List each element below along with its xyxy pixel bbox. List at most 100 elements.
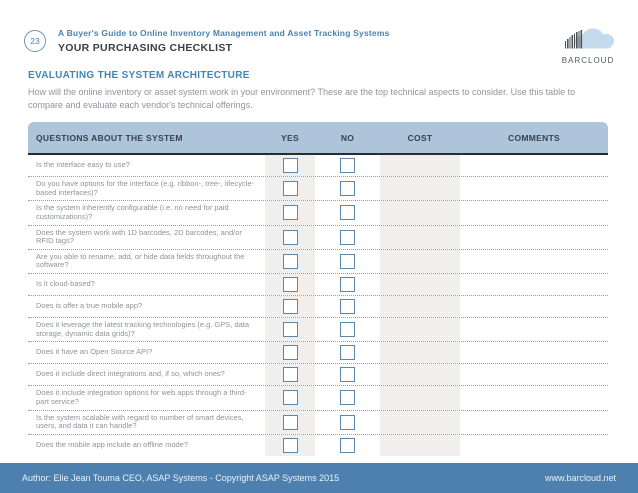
no-checkbox[interactable]: [340, 277, 355, 292]
question-text: Do you have options for the interface (e…: [36, 179, 255, 197]
no-checkbox[interactable]: [340, 229, 355, 245]
question-text: Does the mobile app include an offline m…: [36, 439, 189, 449]
cost-cell[interactable]: [380, 434, 460, 456]
yes-checkbox[interactable]: [282, 158, 298, 173]
question-text: Does it have an Open Source API?: [36, 347, 153, 357]
yes-checkbox[interactable]: [282, 322, 298, 338]
comments-cell[interactable]: [460, 177, 608, 200]
question-text: Is the interface easy to use?: [36, 160, 130, 170]
table-row: Is the interface easy to use?: [28, 155, 608, 177]
yes-checkbox[interactable]: [282, 390, 298, 406]
footer-author: Author: Elie Jean Touma CEO, ASAP System…: [22, 473, 340, 483]
header-yes: YES: [281, 132, 299, 143]
yes-checkbox[interactable]: [282, 299, 298, 314]
cost-cell[interactable]: [380, 155, 460, 176]
no-checkbox[interactable]: [340, 390, 355, 406]
comments-cell[interactable]: [460, 274, 608, 295]
question-text: Does it include direct integrations and,…: [36, 369, 225, 379]
comments-cell[interactable]: [460, 155, 608, 176]
table-row: Does it include direct integrations and,…: [28, 364, 608, 387]
checklist-table: QUESTIONS ABOUT THE SYSTEM YES NO COST C…: [28, 122, 608, 456]
cost-cell[interactable]: [380, 274, 460, 295]
comments-cell[interactable]: [460, 250, 608, 273]
comments-cell[interactable]: [460, 226, 608, 249]
no-checkbox[interactable]: [340, 181, 355, 197]
no-checkbox[interactable]: [340, 299, 355, 314]
cost-cell[interactable]: [380, 342, 460, 364]
table-row: Does it leverage the latest tracking tec…: [28, 318, 608, 343]
cost-cell[interactable]: [380, 296, 460, 317]
cost-cell[interactable]: [380, 364, 460, 386]
yes-checkbox[interactable]: [282, 181, 298, 197]
comments-cell[interactable]: [460, 296, 608, 317]
table-row: Is the system scalable with regard to nu…: [28, 410, 608, 435]
comments-cell[interactable]: [460, 201, 608, 224]
question-text: Are you able to rename, add, or hide dat…: [36, 251, 245, 270]
cost-cell[interactable]: [380, 410, 460, 434]
header-cost: COST: [407, 132, 433, 143]
question-text: Does is offer a true mobile app?: [36, 301, 143, 311]
page-number-badge: 23: [24, 30, 46, 52]
table-row: Do you have options for the interface (e…: [28, 177, 608, 202]
cost-cell[interactable]: [380, 177, 460, 201]
yes-checkbox[interactable]: [282, 437, 298, 453]
barcloud-logo: BARCLOUD: [558, 26, 618, 65]
header-questions: QUESTIONS ABOUT THE SYSTEM: [36, 132, 183, 143]
page-title: YOUR PURCHASING CHECKLIST: [58, 42, 233, 54]
cost-cell[interactable]: [380, 318, 460, 342]
header-comments: COMMENTS: [508, 132, 560, 143]
table-row: Does it have an Open Source API?: [28, 342, 608, 365]
section-description: How will the online inventory or asset s…: [28, 87, 576, 111]
yes-checkbox[interactable]: [282, 367, 298, 383]
cost-cell[interactable]: [380, 225, 460, 249]
cost-cell[interactable]: [380, 201, 460, 225]
question-text: Does it include integration options for …: [36, 388, 247, 406]
no-checkbox[interactable]: [340, 414, 355, 430]
table-header-row: QUESTIONS ABOUT THE SYSTEM YES NO COST C…: [28, 122, 608, 155]
no-checkbox[interactable]: [340, 437, 355, 453]
no-checkbox[interactable]: [340, 367, 355, 383]
table-row: Does is offer a true mobile app?: [28, 296, 608, 318]
comments-cell[interactable]: [460, 364, 608, 385]
barcloud-cloud-barcode-icon: [559, 28, 617, 56]
question-text: Does it leverage the latest tracking tec…: [36, 320, 250, 338]
header-no: NO: [340, 132, 355, 143]
no-checkbox[interactable]: [340, 158, 355, 173]
yes-checkbox[interactable]: [282, 345, 298, 361]
no-checkbox[interactable]: [340, 253, 355, 269]
page-number: 23: [30, 36, 40, 46]
page-header: 23 A Buyer's Guide to Online Inventory M…: [24, 28, 618, 65]
question-text: Is the system inherently configurable (i…: [36, 203, 229, 221]
table-row: Is it cloud-based?: [28, 274, 608, 296]
comments-cell[interactable]: [460, 411, 608, 434]
table-row: Does the system work with 1D barcodes, 2…: [28, 225, 608, 250]
yes-checkbox[interactable]: [282, 205, 298, 221]
yes-checkbox[interactable]: [282, 229, 298, 245]
table-row: Does it include integration options for …: [28, 386, 608, 411]
page-footer: Author: Elie Jean Touma CEO, ASAP System…: [0, 463, 638, 493]
yes-checkbox[interactable]: [282, 414, 298, 430]
comments-cell[interactable]: [460, 318, 608, 341]
table-row: Are you able to rename, add, or hide dat…: [28, 249, 608, 274]
question-text: Is the system scalable with regard to nu…: [36, 412, 244, 431]
footer-website[interactable]: www.barcloud.net: [544, 473, 616, 483]
guide-title: A Buyer's Guide to Online Inventory Mana…: [58, 28, 390, 38]
comments-cell[interactable]: [460, 435, 608, 456]
yes-checkbox[interactable]: [282, 253, 298, 269]
yes-checkbox[interactable]: [282, 277, 298, 292]
no-checkbox[interactable]: [340, 322, 355, 338]
no-checkbox[interactable]: [340, 345, 355, 361]
comments-cell[interactable]: [460, 342, 608, 363]
table-row: Does the mobile app include an offline m…: [28, 434, 608, 456]
cost-cell[interactable]: [380, 249, 460, 273]
no-checkbox[interactable]: [340, 205, 355, 221]
question-text: Does the system work with 1D barcodes, 2…: [36, 227, 242, 246]
question-text: Is it cloud-based?: [36, 279, 95, 289]
section-title: EVALUATING THE SYSTEM ARCHITECTURE: [28, 70, 250, 81]
barcloud-logo-text: BARCLOUD: [561, 56, 615, 65]
cost-cell[interactable]: [380, 386, 460, 410]
table-row: Is the system inherently configurable (i…: [28, 201, 608, 226]
comments-cell[interactable]: [460, 386, 608, 409]
table-body: Is the interface easy to use? Do you hav…: [28, 155, 608, 456]
